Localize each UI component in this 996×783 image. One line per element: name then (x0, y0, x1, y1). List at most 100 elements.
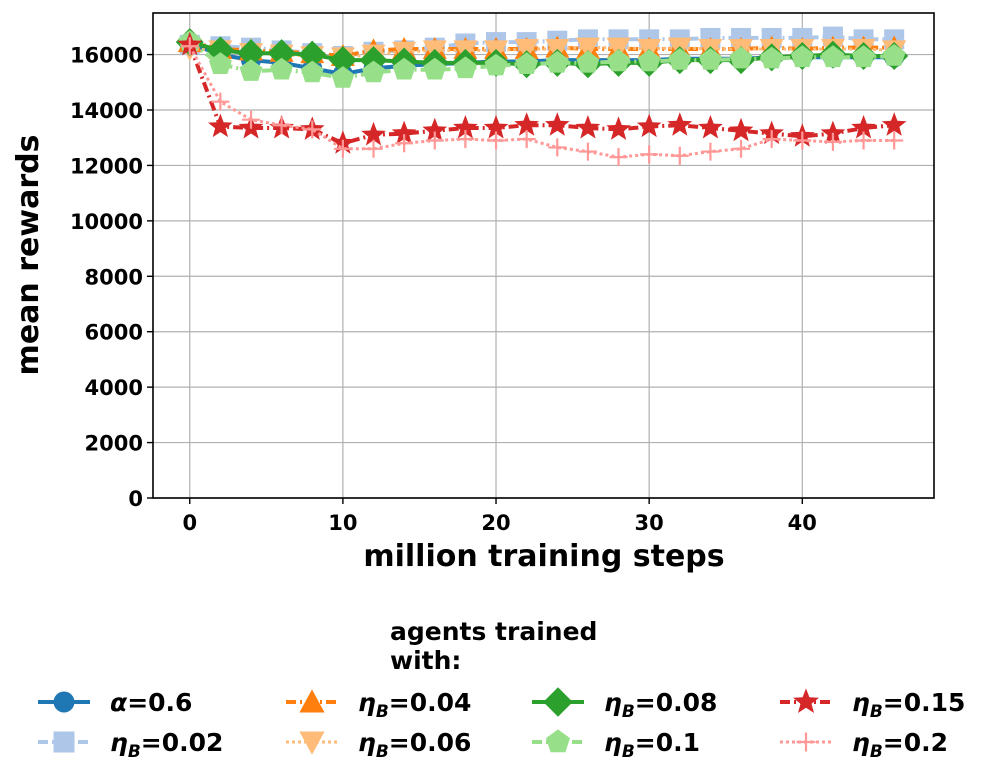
legend-marker (546, 729, 570, 753)
data-point (636, 113, 662, 138)
legend-symbol: η (852, 728, 870, 757)
legend-item: α=0.6 (38, 688, 192, 717)
y-tick-label: 8000 (85, 265, 143, 289)
legend-symbol: η (604, 688, 622, 717)
legend-marker (299, 731, 325, 755)
legend-marker (796, 732, 816, 752)
legend-subscript: B (870, 742, 883, 762)
data-point (606, 37, 631, 60)
y-tick-label: 12000 (70, 154, 143, 178)
data-point (578, 142, 597, 161)
data-point (545, 50, 569, 73)
legend-item: ηB=0.06 (286, 728, 471, 762)
data-point (331, 66, 355, 88)
data-point (483, 115, 509, 139)
data-point (820, 120, 846, 145)
legend-value: =0.02 (141, 728, 224, 757)
data-point (609, 148, 628, 167)
grid (153, 13, 934, 499)
data-point (851, 115, 876, 139)
legend-value: =0.15 (883, 688, 966, 717)
legend-marker (53, 691, 75, 713)
data-point (885, 131, 904, 150)
legend-label: ηB=0.08 (604, 688, 717, 722)
legend-value: =0.08 (635, 688, 718, 717)
data-point (456, 130, 475, 149)
data-point (211, 92, 230, 111)
data-point (300, 60, 324, 83)
data-point (487, 131, 506, 150)
legend-symbol: η (358, 728, 376, 757)
data-point (328, 46, 357, 75)
plot-frame (152, 12, 935, 499)
x-tick-label: 0 (182, 511, 197, 535)
data-point (303, 120, 322, 139)
data-point (607, 49, 630, 72)
data-point (575, 115, 601, 139)
series-line (188, 45, 895, 159)
data-point (391, 120, 417, 145)
legend-subscript: B (622, 742, 635, 762)
legend-value: =0.1 (635, 728, 700, 757)
data-point (514, 112, 539, 136)
data-point (515, 52, 539, 74)
data-point (729, 46, 753, 69)
legend-item: ηB=0.2 (780, 728, 948, 762)
data-point (881, 112, 907, 136)
legend-item: ηB=0.08 (532, 687, 717, 722)
data-point (180, 37, 199, 56)
legend-subscript: B (376, 702, 389, 722)
legend-subscript: B (622, 702, 635, 722)
y-tick-label: 4000 (85, 376, 143, 400)
data-point (576, 50, 600, 73)
data-point (762, 130, 781, 149)
legend-title-line: with: (390, 646, 461, 675)
series-6 (178, 30, 906, 88)
legend: agents trained with: α=0.6ηB=0.02ηB=0.04η… (38, 617, 965, 762)
legend-symbol: η (604, 728, 622, 757)
legend-symbol: η (852, 688, 870, 717)
legend-symbol: η (358, 688, 376, 717)
legend-value: =0.2 (883, 728, 948, 757)
legend-label: ηB=0.02 (110, 728, 223, 762)
data-point (425, 131, 444, 150)
legend-value: =0.06 (389, 728, 472, 757)
legend-symbol: η (110, 728, 128, 757)
legend-items: α=0.6ηB=0.02ηB=0.04ηB=0.06ηB=0.08ηB=0.1η… (38, 687, 965, 762)
series-8 (180, 37, 904, 167)
data-point (760, 46, 784, 69)
data-point (517, 130, 536, 149)
data-point (395, 134, 414, 153)
data-point (793, 131, 812, 150)
data-point (298, 40, 327, 69)
legend-subscript: B (128, 742, 141, 762)
data-point (514, 39, 539, 62)
legend-label: α=0.6 (110, 688, 192, 717)
legend-label: ηB=0.04 (358, 688, 471, 722)
data-point (361, 121, 386, 146)
data-point (423, 57, 447, 80)
legend-marker (543, 687, 573, 717)
legend-symbol: α (110, 688, 128, 717)
legend-label: ηB=0.1 (604, 728, 700, 762)
y-tick-label: 0 (128, 487, 143, 511)
x-tick-label: 10 (328, 511, 357, 535)
data-point (790, 45, 814, 68)
series-layer (175, 26, 909, 167)
data-point (854, 131, 873, 150)
data-point (882, 44, 906, 66)
data-point (821, 45, 845, 68)
x-tick-label: 40 (788, 511, 817, 535)
legend-marker (53, 731, 75, 753)
legend-subscript: B (376, 742, 389, 762)
legend-marker (793, 688, 819, 713)
data-point (362, 60, 385, 83)
legend-title: agents trained with: (390, 617, 597, 675)
data-point (728, 117, 754, 142)
legend-subscript: B (870, 702, 883, 722)
data-point (209, 52, 232, 74)
y-axis-label: mean rewards (11, 135, 46, 376)
data-point (606, 116, 631, 140)
data-point (454, 56, 477, 79)
